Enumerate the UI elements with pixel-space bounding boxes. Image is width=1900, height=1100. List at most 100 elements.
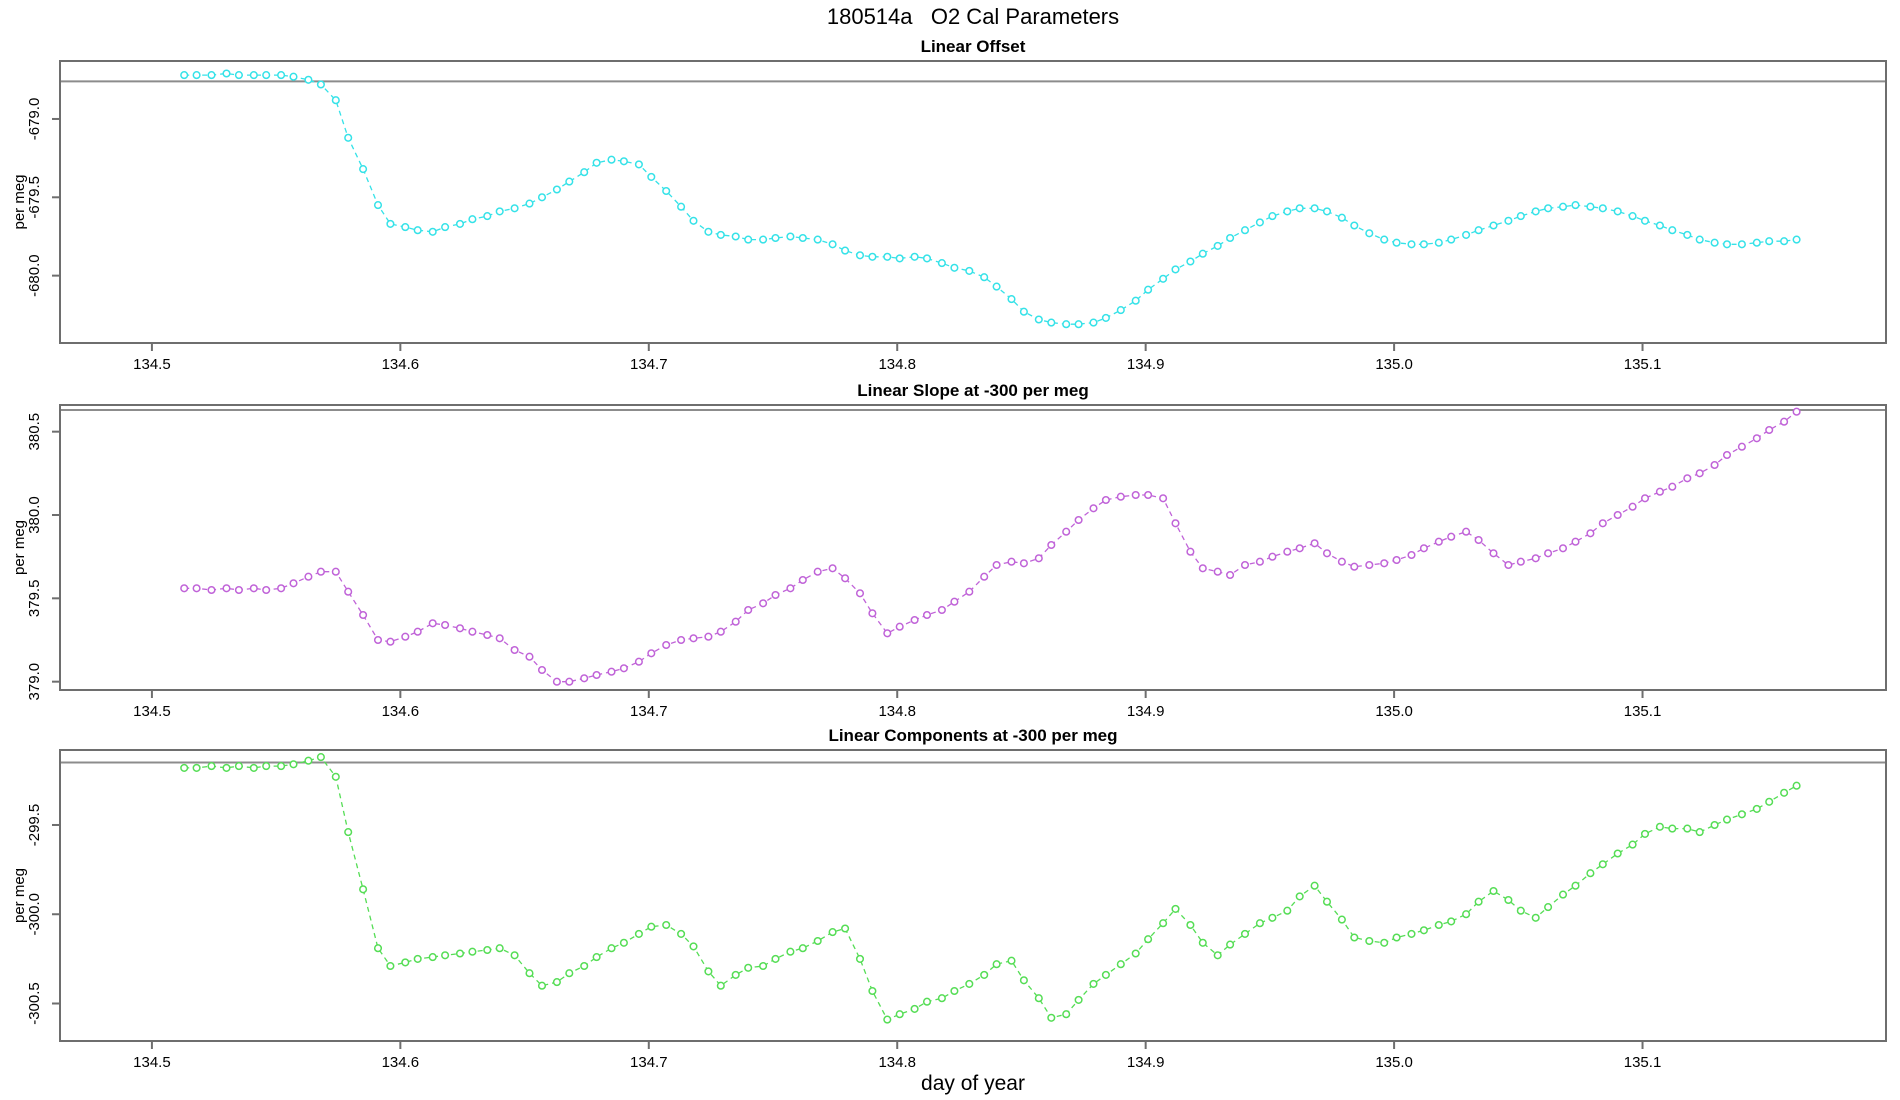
data-point	[634, 929, 643, 938]
data-point	[1710, 238, 1719, 247]
data-point	[180, 71, 189, 80]
x-tick-label: 135.1	[1624, 1054, 1662, 1071]
data-point	[1598, 519, 1607, 528]
data-point	[868, 986, 877, 996]
data-point	[1392, 238, 1401, 247]
data-point	[1489, 549, 1498, 558]
data-point	[965, 266, 974, 275]
data-point	[1295, 892, 1304, 901]
data-point	[1131, 490, 1140, 500]
data-point	[344, 828, 353, 837]
data-point	[1613, 510, 1622, 520]
data-point	[1198, 564, 1207, 573]
data-point	[180, 584, 189, 593]
data-point	[704, 967, 713, 976]
data-point	[1462, 527, 1471, 536]
data-point	[1598, 860, 1607, 869]
data-point	[277, 71, 286, 80]
x-tick-label: 134.9	[1127, 703, 1165, 720]
data-point	[1131, 296, 1140, 305]
data-point	[1628, 502, 1637, 511]
y-tick-label: 380.5	[26, 413, 43, 451]
data-point	[689, 634, 698, 643]
data-point	[1171, 519, 1180, 528]
data-point	[234, 762, 243, 771]
data-point	[1474, 535, 1483, 545]
data-point	[883, 629, 892, 638]
data-point	[895, 254, 904, 263]
data-point	[1544, 549, 1553, 558]
data-point	[704, 632, 713, 641]
x-tick-label: 135.0	[1375, 356, 1413, 373]
data-point	[1159, 919, 1168, 928]
data-point	[1544, 903, 1553, 912]
data-point	[441, 951, 450, 960]
x-tick-label: 134.7	[630, 1054, 668, 1071]
data-point	[510, 951, 519, 960]
x-tick-label: 134.5	[133, 356, 171, 373]
data-point	[262, 585, 271, 595]
data-point	[552, 978, 561, 987]
data-point	[1186, 547, 1195, 556]
data-point	[786, 947, 795, 956]
data-point	[1722, 240, 1732, 249]
data-point	[759, 599, 768, 608]
data-point	[1544, 204, 1553, 213]
data-point	[1213, 567, 1222, 576]
data-point	[1752, 434, 1761, 443]
panel-3: -299.5 -300.0 -300.5 134.5 134.6 134.7 134.8 13…	[11, 726, 1887, 1071]
data-point	[428, 953, 437, 962]
x-tick-label: 134.7	[630, 703, 668, 720]
data-point	[895, 1010, 904, 1019]
data-point	[744, 235, 753, 244]
y-tick-label: 379.0	[26, 663, 43, 701]
data-point	[1350, 933, 1359, 942]
data-point	[1504, 895, 1513, 905]
x-tick-label: 134.9	[1127, 1054, 1165, 1071]
data-point	[316, 753, 325, 762]
data-point	[1380, 559, 1389, 568]
data-point	[580, 674, 589, 683]
data-point	[316, 567, 325, 576]
data-point	[1350, 562, 1359, 571]
data-point	[373, 201, 383, 210]
data-point	[771, 954, 780, 963]
data-point	[647, 172, 656, 181]
data-point	[1213, 951, 1222, 960]
data-point	[910, 615, 919, 625]
data-point	[716, 627, 725, 636]
data-point	[883, 1015, 892, 1024]
x-tick-label: 134.9	[1127, 356, 1165, 373]
data-point	[468, 215, 477, 224]
data-point	[937, 994, 946, 1003]
data-point	[1268, 913, 1277, 922]
data-point	[841, 246, 850, 255]
data-point	[1434, 238, 1443, 247]
data-point	[1613, 849, 1622, 858]
data-point	[207, 71, 216, 80]
data-point	[441, 223, 450, 232]
data-point	[192, 584, 201, 593]
data-point	[1131, 949, 1140, 958]
data-point	[373, 635, 383, 645]
data-point	[1322, 549, 1332, 558]
data-point	[1516, 557, 1525, 566]
main-title: 180514a O2 Cal Parameters	[826, 4, 1120, 29]
x-tick-label: 134.5	[133, 703, 171, 720]
data-point	[207, 762, 216, 771]
x-tick-label: 135.1	[1624, 703, 1662, 720]
data-point	[1295, 544, 1304, 553]
data-point	[634, 160, 643, 169]
data-point	[1765, 237, 1774, 246]
data-point	[180, 763, 189, 772]
data-point	[1047, 318, 1056, 327]
data-point	[1226, 940, 1235, 949]
data-point	[980, 572, 989, 581]
data-point	[1668, 226, 1677, 235]
data-point	[937, 259, 946, 268]
y-tick-label: -679.0	[26, 98, 43, 141]
data-point	[786, 584, 795, 593]
data-point	[798, 575, 807, 585]
data-point	[1474, 897, 1483, 906]
